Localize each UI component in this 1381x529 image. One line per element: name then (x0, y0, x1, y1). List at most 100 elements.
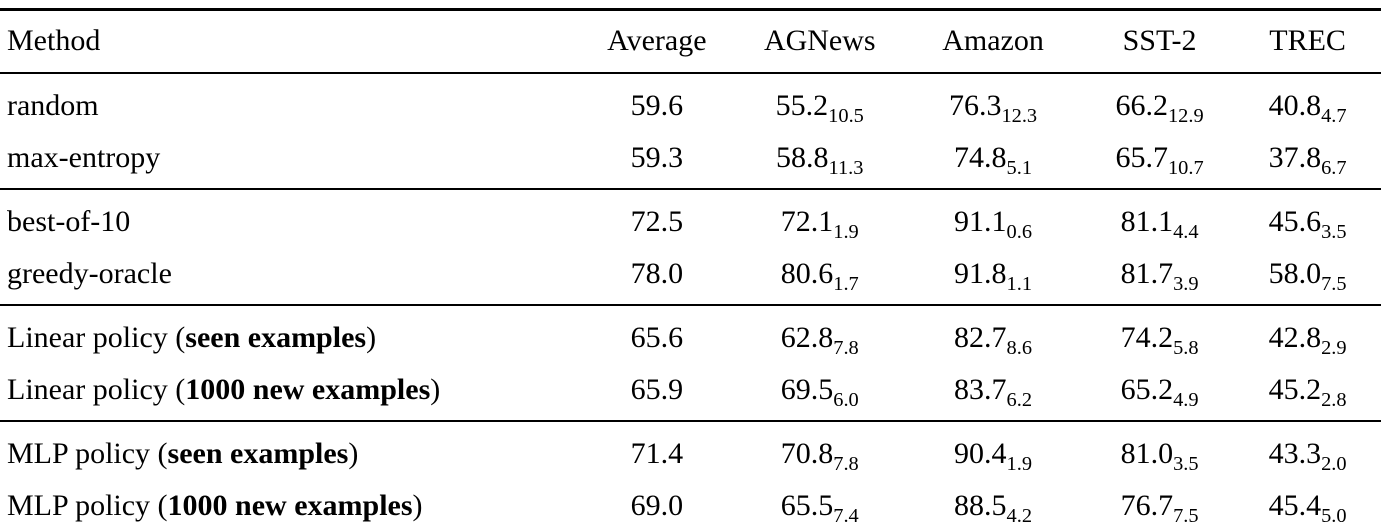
row-group-0: random 59.6 55.210.5 76.312.3 66.212.9 40.84.… (0, 72, 1381, 189)
value-main: 69.5 (780, 373, 834, 406)
value-cell: 45.45.0 (1238, 480, 1381, 529)
value-cell: 76.77.5 (1081, 480, 1238, 529)
value-cell: 74.25.8 (1080, 304, 1239, 364)
value-main: 82.7 (954, 321, 1007, 354)
value-subscript: 3.5 (1173, 453, 1199, 476)
value-cell: 65.9 (579, 364, 734, 421)
value-main: 45.4 (1268, 489, 1322, 522)
value-main: 70.8 (780, 437, 834, 470)
method-name-bold-segment: 1000 new examples (185, 373, 431, 406)
method-name-segment: Linear policy ( (7, 321, 186, 354)
value-main: 65.6 (630, 321, 684, 354)
value-subscript: 5.1 (1006, 157, 1033, 180)
value-main: 65.7 (1115, 141, 1168, 174)
value-subscript: 10.5 (828, 105, 864, 128)
table-row: greedy-oracle 78.0 80.61.7 91.81.1 81.73.9 58… (0, 248, 1381, 305)
table-row: MLP policy (seen examples) 71.4 70.87.8 90.… (0, 420, 1381, 480)
value-cell: 72.5 (579, 188, 735, 248)
value-subscript: 1.7 (833, 273, 859, 296)
method-cell: best-of-10 (0, 188, 580, 248)
value-subscript: 12.9 (1167, 105, 1204, 128)
value-cell: 90.41.9 (905, 420, 1081, 480)
value-subscript: 4.7 (1321, 105, 1347, 128)
value-main: 81.1 (1120, 205, 1174, 238)
results-table: Method Average AGNews Amazon SST-2 TREC random… (0, 8, 1381, 529)
value-cell: 66.212.9 (1080, 72, 1239, 132)
value-cell: 82.78.6 (905, 304, 1081, 364)
value-main: 40.8 (1268, 89, 1322, 122)
column-header-sst-2: SST-2 (1080, 9, 1239, 74)
value-cell: 72.11.9 (734, 188, 906, 248)
method-cell: MLP policy (seen examples) (0, 420, 580, 480)
value-subscript: 12.3 (1001, 105, 1038, 128)
value-main: 91.1 (954, 205, 1007, 238)
value-main: 72.1 (780, 205, 834, 238)
value-cell: 69.56.0 (734, 364, 905, 421)
value-subscript: 2.8 (1321, 389, 1347, 412)
value-main: 43.3 (1268, 437, 1322, 470)
value-cell: 37.86.7 (1238, 132, 1381, 189)
value-subscript: 7.5 (1173, 505, 1199, 528)
value-cell: 83.76.2 (905, 364, 1081, 421)
value-cell: 59.3 (579, 132, 734, 189)
method-name-segment: ) (348, 437, 359, 470)
value-cell: 65.6 (579, 304, 735, 364)
value-subscript: 4.9 (1173, 389, 1199, 412)
method-name-segment: ) (430, 373, 441, 406)
value-cell: 80.61.7 (734, 248, 905, 305)
value-main: 69.0 (630, 489, 684, 522)
value-cell: 58.811.3 (734, 132, 905, 189)
method-name-segment: ) (412, 489, 423, 522)
table-row: max-entropy 59.3 58.811.3 74.85.1 65.710.7 37… (0, 132, 1381, 189)
value-main: 76.7 (1120, 489, 1174, 522)
value-subscript: 6.7 (1321, 157, 1347, 180)
value-cell: 91.10.6 (905, 188, 1081, 248)
value-main: 65.5 (780, 489, 834, 522)
method-cell: Linear policy (seen examples) (0, 304, 580, 364)
value-subscript: 2.9 (1321, 337, 1347, 360)
value-main: 81.0 (1120, 437, 1174, 470)
column-header-agnews: AGNews (734, 9, 906, 74)
value-cell: 81.14.4 (1080, 188, 1239, 248)
value-main: 58.0 (1268, 257, 1322, 290)
value-main: 45.2 (1268, 373, 1322, 406)
value-main: 71.4 (630, 437, 684, 470)
method-name-segment: best-of-10 (7, 205, 131, 238)
value-cell: 70.87.8 (734, 420, 906, 480)
value-main: 55.2 (775, 89, 829, 122)
method-name-bold-segment: seen examples (185, 321, 367, 354)
value-main: 83.7 (954, 373, 1007, 406)
value-main: 74.8 (954, 141, 1007, 174)
table-row: best-of-10 72.5 72.11.9 91.10.6 81.14.4 45.63… (0, 188, 1381, 248)
value-subscript: 0.6 (1006, 221, 1033, 244)
value-main: 59.6 (630, 89, 684, 122)
value-cell: 45.63.5 (1238, 188, 1381, 248)
value-subscript: 2.0 (1321, 453, 1347, 476)
value-main: 91.8 (954, 257, 1007, 290)
value-main: 58.8 (776, 141, 829, 174)
value-main: 42.8 (1268, 321, 1322, 354)
value-cell: 78.0 (579, 248, 734, 305)
value-cell: 88.54.2 (905, 480, 1081, 529)
value-main: 37.8 (1268, 141, 1322, 174)
column-header-average: Average (579, 9, 735, 74)
value-cell: 69.0 (579, 480, 734, 529)
value-main: 65.9 (630, 373, 684, 406)
value-main: 80.6 (780, 257, 834, 290)
value-main: 81.7 (1120, 257, 1174, 290)
table-row: Linear policy (seen examples) 65.6 62.87.8… (0, 304, 1381, 364)
value-main: 90.4 (954, 437, 1007, 470)
method-name-segment: Linear policy ( (7, 373, 186, 406)
value-cell: 59.6 (579, 72, 735, 132)
value-main: 45.6 (1268, 205, 1322, 238)
value-cell: 81.03.5 (1080, 420, 1239, 480)
value-subscript: 11.3 (828, 157, 864, 180)
method-name-segment: max-entropy (7, 141, 161, 174)
table-row: Linear policy (1000 new examples) 65.9 69.… (0, 364, 1381, 421)
table-header: Method Average AGNews Amazon SST-2 TREC (0, 9, 1381, 74)
value-cell: 65.57.4 (734, 480, 905, 529)
method-name-segment: greedy-oracle (7, 257, 172, 290)
value-cell: 65.24.9 (1081, 364, 1238, 421)
value-subscript: 4.4 (1173, 221, 1199, 244)
value-main: 72.5 (630, 205, 684, 238)
